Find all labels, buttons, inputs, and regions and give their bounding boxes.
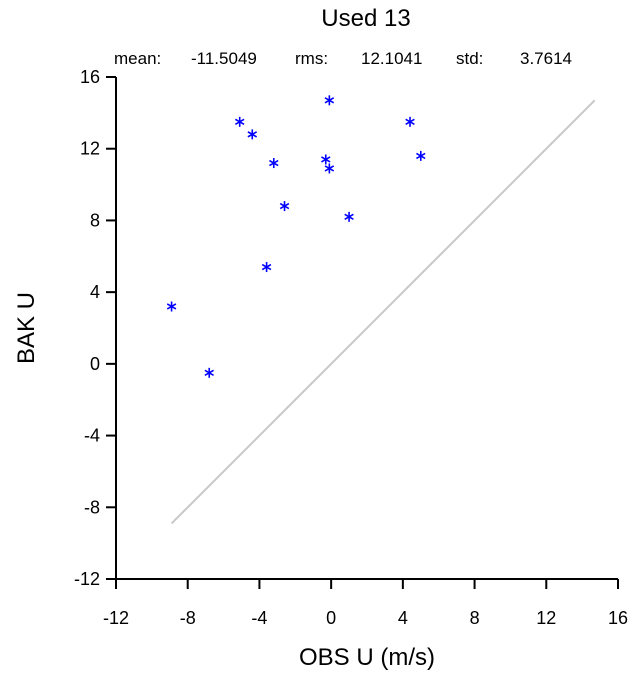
data-point: [269, 158, 279, 169]
mean-value: -11.5049: [191, 49, 257, 68]
rms-value: 12.1041: [361, 49, 422, 68]
y-tick-label: 4: [90, 282, 100, 302]
y-tick-label: -4: [84, 426, 100, 446]
x-tick-label: 4: [398, 608, 408, 628]
x-tick-label: 12: [536, 608, 556, 628]
points-layer: [166, 95, 426, 378]
x-ticks: -12 -8 -4 0 4 8 12 16: [103, 579, 628, 628]
data-point: [324, 163, 335, 174]
y-tick-label: 16: [80, 67, 100, 87]
y-tick-label: 8: [90, 210, 100, 230]
y-tick-label: 0: [90, 354, 100, 374]
y-ticks: -12 -8 -4 0 4 8 12 16: [74, 67, 116, 589]
data-point: [204, 367, 214, 378]
y-tick-label: -8: [84, 497, 100, 517]
x-tick-label: -8: [180, 608, 196, 628]
stats-line: mean: -11.5049 rms: 12.1041 std: 3.7614: [114, 49, 572, 68]
x-tick-label: 16: [608, 608, 628, 628]
data-point: [321, 154, 331, 165]
data-point: [247, 129, 258, 140]
data-point: [261, 262, 272, 273]
x-axis-label: OBS U (m/s): [299, 644, 435, 671]
data-point: [344, 211, 354, 222]
data-point: [279, 201, 290, 212]
data-point: [405, 116, 415, 127]
reference-line: [170, 99, 596, 525]
data-point: [324, 95, 335, 106]
x-tick-label: 0: [326, 608, 336, 628]
data-point: [166, 301, 177, 312]
std-label: std:: [456, 49, 483, 68]
x-tick-label: -4: [251, 608, 267, 628]
x-tick-label: 8: [470, 608, 480, 628]
y-tick-label: -12: [74, 569, 100, 589]
std-value: 3.7614: [520, 49, 572, 68]
y-axis-label: BAK U: [13, 292, 40, 364]
mean-label: mean:: [114, 49, 161, 68]
x-tick-label: -12: [103, 608, 129, 628]
chart-title: Used 13: [321, 5, 410, 32]
y-tick-label: 12: [80, 139, 100, 159]
data-point: [234, 116, 245, 127]
data-point: [416, 150, 426, 161]
rms-label: rms:: [295, 49, 328, 68]
